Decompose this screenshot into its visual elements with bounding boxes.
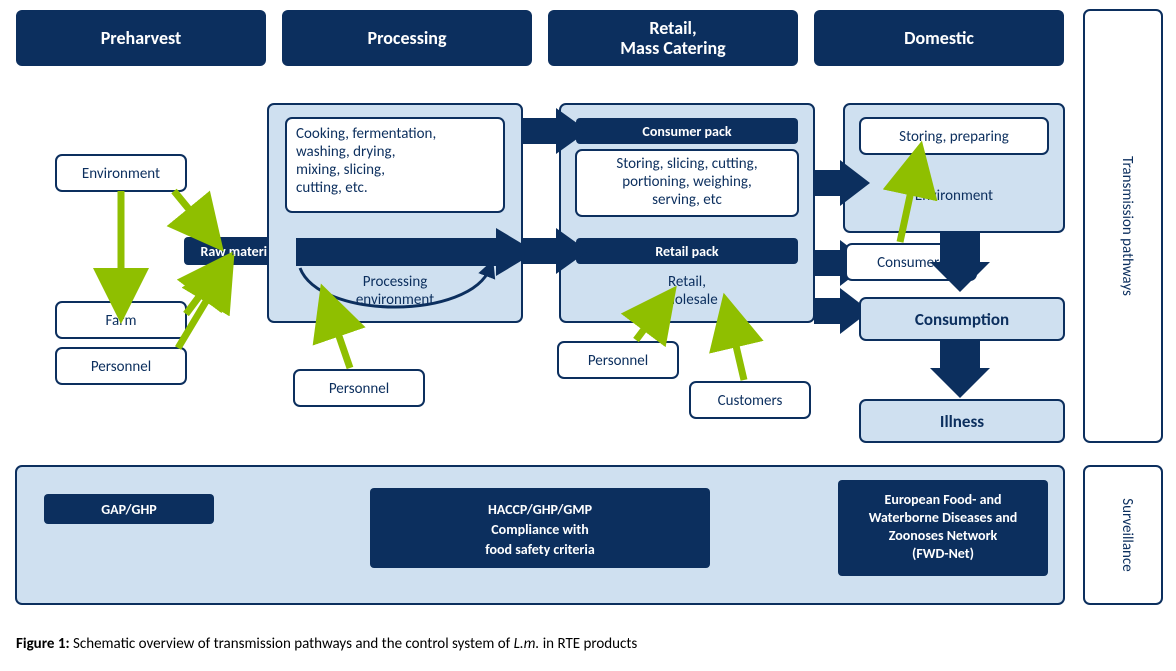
hdr-retail-2: Mass Catering bbox=[620, 37, 726, 59]
svg-text:wholesale: wholesale bbox=[656, 291, 717, 309]
svg-text:washing, drying,: washing, drying, bbox=[296, 143, 395, 161]
svg-text:Cooking, fermentation,: Cooking, fermentation, bbox=[296, 125, 436, 143]
hdr-preharvest: Preharvest bbox=[101, 27, 182, 49]
svg-text:Personnel: Personnel bbox=[329, 380, 389, 398]
box-farm: Farm bbox=[56, 302, 186, 338]
svg-text:GAP/GHP: GAP/GHP bbox=[101, 501, 157, 518]
svg-text:Personnel: Personnel bbox=[588, 352, 648, 370]
svg-text:Storing, preparing: Storing, preparing bbox=[899, 128, 1009, 146]
svg-text:cutting, etc.: cutting, etc. bbox=[296, 179, 368, 197]
processing-env-box: Cooking, fermentation, washing, drying, … bbox=[268, 104, 522, 322]
box-customers: Customers bbox=[690, 382, 810, 418]
svg-text:(FWD-Net): (FWD-Net) bbox=[912, 545, 974, 562]
diagram-root: Preharvest Processing Retail, Mass Cater… bbox=[0, 0, 1176, 671]
column-headers: Preharvest Processing Retail, Mass Cater… bbox=[16, 10, 1064, 66]
svg-text:Surveillance: Surveillance bbox=[1118, 498, 1136, 571]
svg-text:Transmission pathways: Transmission pathways bbox=[1118, 156, 1136, 296]
box-illness: Illness bbox=[860, 400, 1064, 442]
box-personnel-preharvest: Personnel bbox=[56, 348, 186, 384]
svg-text:Storing, slicing, cutting,: Storing, slicing, cutting, bbox=[616, 155, 757, 173]
arrow-consumption-to-illness bbox=[930, 340, 990, 398]
svg-text:portioning, weighing,: portioning, weighing, bbox=[622, 173, 752, 191]
hdr-processing: Processing bbox=[367, 27, 446, 49]
svg-text:serving, etc: serving, etc bbox=[652, 191, 722, 209]
svg-text:Zoonoses Network: Zoonoses Network bbox=[889, 527, 998, 544]
svg-text:Environment: Environment bbox=[915, 187, 993, 205]
box-personnel-processing: Personnel bbox=[294, 370, 424, 406]
box-environment: Environment bbox=[56, 155, 186, 191]
arrow-dom-to-consumption bbox=[930, 232, 990, 292]
side-label-transmission: Transmission pathways bbox=[1084, 10, 1162, 442]
svg-text:Environment: Environment bbox=[82, 165, 160, 183]
hdr-retail-1: Retail, bbox=[649, 17, 696, 39]
svg-text:Personnel: Personnel bbox=[91, 358, 151, 376]
svg-text:mixing, slicing,: mixing, slicing, bbox=[296, 161, 385, 179]
figure-caption: Figure 1: Schematic overview of transmis… bbox=[16, 635, 637, 653]
svg-text:HACCP/GHP/GMP: HACCP/GHP/GMP bbox=[488, 501, 593, 518]
hdr-domestic: Domestic bbox=[904, 27, 974, 49]
svg-text:Retail,: Retail, bbox=[668, 273, 706, 291]
svg-text:Retail pack: Retail pack bbox=[655, 243, 719, 260]
svg-text:Farm: Farm bbox=[106, 312, 137, 330]
side-label-surveillance: Surveillance bbox=[1084, 466, 1162, 604]
diagram-svg: Preharvest Processing Retail, Mass Cater… bbox=[0, 0, 1176, 671]
surveillance-panel: GAP/GHP HACCP/GHP/GMP Compliance with fo… bbox=[16, 466, 1064, 604]
svg-text:Compliance with: Compliance with bbox=[491, 521, 588, 538]
svg-text:European Food- and: European Food- and bbox=[884, 491, 1001, 508]
svg-text:Consumer pack: Consumer pack bbox=[642, 123, 731, 140]
box-personnel-retail: Personnel bbox=[558, 342, 678, 378]
box-consumption: Consumption bbox=[860, 298, 1064, 340]
domestic-env-box: Storing, preparing Environment bbox=[844, 104, 1064, 232]
retail-env-box: Consumer pack Storing, slicing, cutting,… bbox=[560, 104, 814, 322]
svg-text:Consumption: Consumption bbox=[915, 309, 1009, 330]
svg-text:Customers: Customers bbox=[718, 392, 783, 410]
svg-text:Processing: Processing bbox=[363, 273, 428, 291]
svg-text:Waterborne Diseases and: Waterborne Diseases and bbox=[869, 509, 1018, 526]
svg-text:Raw material: Raw material bbox=[201, 243, 278, 260]
svg-text:Illness: Illness bbox=[940, 411, 984, 432]
svg-text:food safety criteria: food safety criteria bbox=[485, 541, 595, 558]
